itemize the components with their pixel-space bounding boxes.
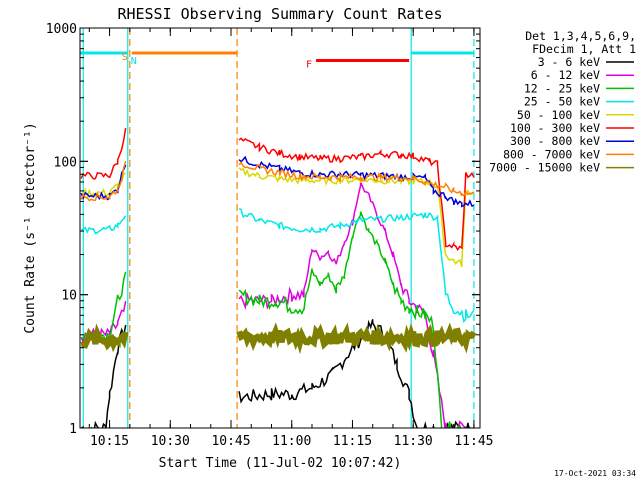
- plot-frame: [79, 27, 481, 429]
- y-tick-label: 1: [69, 422, 77, 437]
- legend-label: 25 - 50 keV: [524, 95, 600, 109]
- legend-label: 300 - 800 keV: [510, 134, 600, 148]
- marker-label-1: N: [131, 56, 137, 67]
- legend: Det 1,3,4,5,6,9,FDecim 1, Att 13 - 6 keV…: [489, 29, 636, 175]
- footer-date: 17-Oct-2021 03:34: [554, 469, 636, 478]
- legend-header: FDecim 1, Att 1: [532, 42, 636, 56]
- x-axis: 10:15 10:30 10:45 11:00 11:15 11:30 11:45: [88, 28, 493, 449]
- series-0-line-0: [80, 324, 127, 428]
- legend-label: 12 - 25 keV: [524, 81, 600, 95]
- x-tick-label: 11:30: [394, 434, 433, 449]
- series-3-line-1: [238, 207, 475, 324]
- series-7-line-1: [238, 161, 475, 197]
- series-5-line-1: [238, 137, 475, 252]
- series-2-line-1: [238, 211, 475, 428]
- x-tick-label: 10:30: [151, 434, 190, 449]
- series-8-line-0: [80, 323, 129, 353]
- series-4-line-1: [238, 167, 475, 268]
- y-tick-label: 1000: [46, 22, 77, 37]
- legend-label: 100 - 300 keV: [510, 121, 600, 135]
- x-tick-label: 10:15: [90, 434, 129, 449]
- x-tick-label: 11:00: [272, 434, 311, 449]
- x-tick-label: 11:45: [454, 434, 493, 449]
- series-1-line-1: [238, 181, 474, 428]
- legend-label: 50 - 100 keV: [517, 108, 600, 122]
- x-tick-label: 10:45: [211, 434, 250, 449]
- chart-title: RHESSI Observing Summary Count Rates: [117, 5, 442, 23]
- y-axis-label: Count Rate (s⁻¹ detector⁻¹): [23, 122, 38, 333]
- legend-header: Det 1,3,4,5,6,9,: [525, 29, 636, 43]
- legend-label: 6 - 12 keV: [531, 68, 600, 82]
- plot-area: [80, 28, 477, 428]
- legend-label: 7000 - 15000 keV: [489, 161, 600, 175]
- legend-label: 3 - 6 keV: [538, 55, 600, 69]
- y-axis: 1 10 100 1000: [46, 22, 480, 437]
- series-8-line-1: [236, 322, 477, 355]
- series-7-line-0: [80, 160, 127, 202]
- series-3-line-0: [81, 215, 127, 235]
- x-axis-label: Start Time (11-Jul-02 10:07:42): [159, 456, 402, 471]
- marker-label-0: S: [122, 52, 128, 63]
- marker-label-2: F: [306, 60, 312, 71]
- x-tick-label: 11:15: [333, 434, 372, 449]
- y-tick-label: 10: [61, 289, 77, 304]
- y-tick-label: 100: [54, 155, 77, 170]
- series-5-line-0: [80, 127, 127, 180]
- legend-label: 800 - 7000 keV: [503, 147, 600, 161]
- series-6-line-1: [238, 155, 475, 208]
